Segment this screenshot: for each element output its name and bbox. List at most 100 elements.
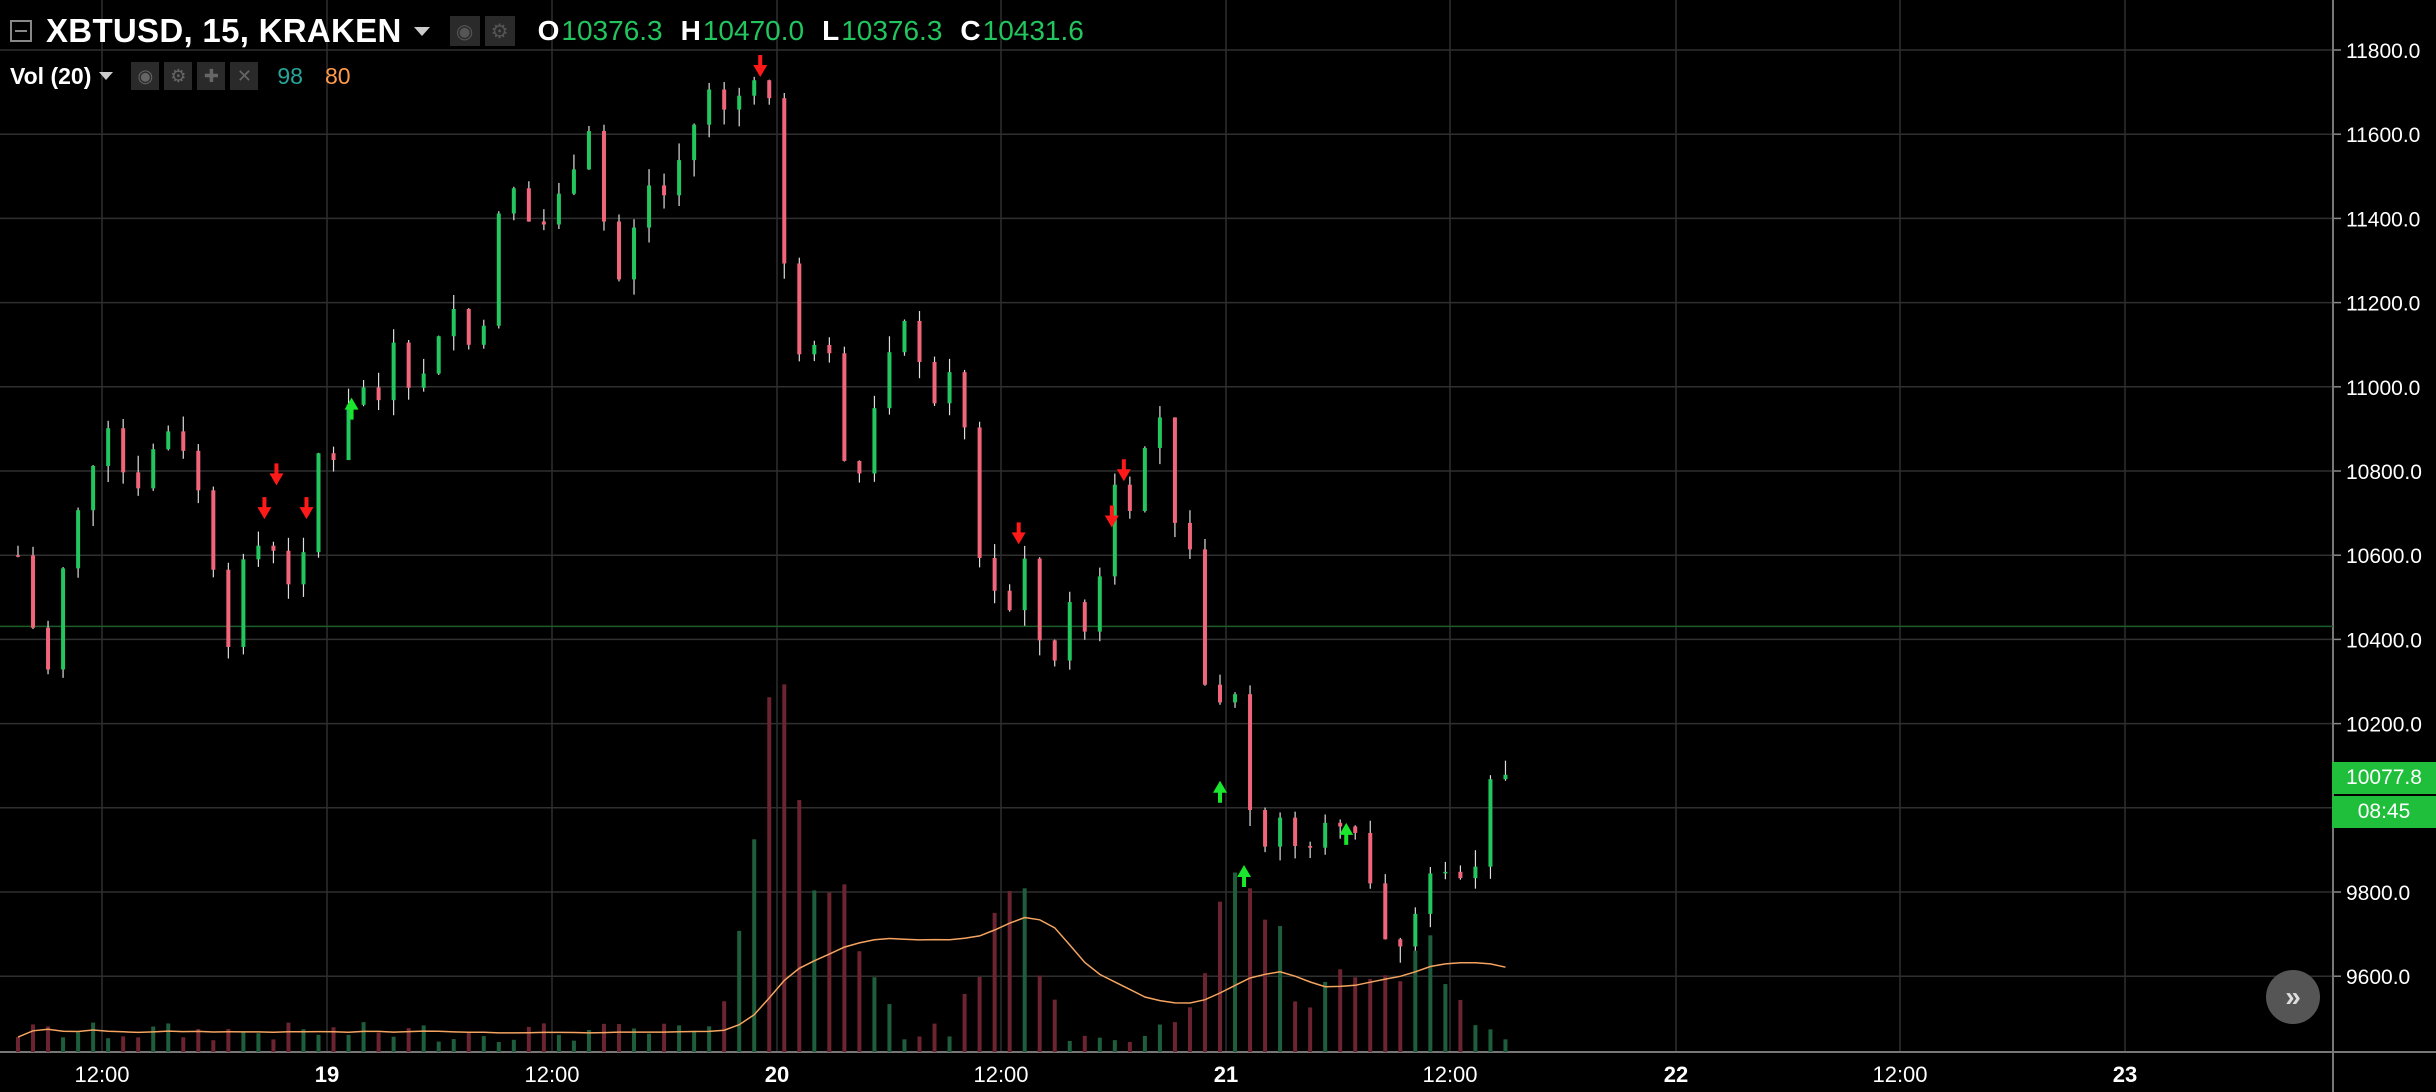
- volume-bar: [106, 1038, 111, 1052]
- y-tick-label: 11200.0: [2346, 293, 2420, 316]
- symbol-dropdown-icon[interactable]: [413, 26, 430, 36]
- gear-icon[interactable]: ⚙: [484, 16, 515, 46]
- volume-bar: [812, 890, 817, 1052]
- candle-body: [887, 352, 892, 409]
- y-tick-label: 11000.0: [2346, 377, 2420, 400]
- y-tick-label: 11400.0: [2346, 208, 2420, 231]
- candle-body: [1323, 822, 1328, 848]
- x-tick-label: 22: [1664, 1062, 1688, 1087]
- y-tick-label: 10800.0: [2346, 461, 2422, 484]
- x-tick-label: 12:00: [74, 1062, 129, 1087]
- volume-bar: [1052, 999, 1057, 1052]
- volume-bar: [917, 1036, 922, 1052]
- collapse-icon[interactable]: [10, 20, 32, 42]
- sell-signal-arrow: [269, 463, 284, 486]
- candle-body: [1443, 871, 1448, 874]
- candle-body: [647, 185, 652, 228]
- volume-bar: [301, 1029, 306, 1052]
- y-tick-label: 9600.0: [2346, 966, 2410, 989]
- volume-bar: [902, 1039, 907, 1052]
- x-tick-label: 23: [2113, 1062, 2137, 1087]
- candle-body: [451, 308, 456, 337]
- volume-bar: [1443, 984, 1448, 1052]
- volume-bar: [632, 1028, 637, 1052]
- candle-body: [286, 550, 291, 585]
- volume-bar: [617, 1024, 621, 1052]
- candle-body: [151, 449, 156, 489]
- volume-bar: [421, 1025, 426, 1052]
- candle-body: [1458, 871, 1463, 879]
- candle-body: [361, 387, 366, 405]
- candle-body: [1007, 590, 1012, 611]
- volume-bar: [1022, 888, 1027, 1052]
- candle-body: [1082, 602, 1087, 632]
- sell-signal-arrow: [299, 497, 314, 520]
- candle-body: [752, 80, 757, 96]
- eye-icon[interactable]: ◉: [131, 62, 160, 90]
- candle-body: [61, 568, 66, 670]
- volume-bar: [1112, 1040, 1117, 1052]
- volume-bar: [1218, 901, 1222, 1052]
- candle-body: [1368, 832, 1373, 884]
- candle-body: [1428, 873, 1433, 914]
- candle-body: [1413, 913, 1418, 947]
- eye-icon[interactable]: ◉: [449, 16, 480, 46]
- candle-body: [1067, 602, 1072, 661]
- candle-body: [76, 510, 81, 569]
- candle-body: [707, 89, 712, 125]
- x-tick-label: 12:00: [524, 1062, 579, 1087]
- candle-body: [196, 450, 201, 491]
- volume-ma-value: 80: [324, 62, 351, 89]
- volume-bar: [1428, 935, 1433, 1052]
- candle-body: [1172, 417, 1177, 523]
- candle-body: [617, 221, 621, 280]
- volume-bar: [76, 1032, 81, 1052]
- volume-bar: [647, 1033, 652, 1052]
- volume-bar: [857, 951, 862, 1052]
- last-price-tag: 10077.8: [2332, 762, 2436, 794]
- candle-body: [376, 387, 381, 401]
- candle-body: [511, 188, 516, 214]
- volume-bar: [1353, 977, 1358, 1052]
- gear-icon[interactable]: ⚙: [164, 62, 193, 90]
- volume-bar: [1142, 1035, 1147, 1052]
- candle-body: [301, 552, 306, 585]
- candle-body: [857, 460, 862, 474]
- x-tick-label: 19: [315, 1062, 339, 1087]
- volume-bar: [827, 892, 832, 1052]
- candle-body: [496, 213, 501, 326]
- y-tick-label: 9800.0: [2346, 882, 2410, 905]
- candle-body: [827, 344, 832, 354]
- chart-header: XBTUSD, 15, KRAKEN ◉ ⚙ O 10376.3 H 10470…: [0, 0, 1500, 90]
- volume-bar: [1488, 1029, 1493, 1052]
- candle-body: [1233, 694, 1238, 703]
- candle-body: [782, 98, 787, 264]
- candle-body: [662, 185, 667, 196]
- close-icon[interactable]: ✕: [230, 62, 259, 90]
- candle-body: [211, 490, 216, 570]
- candle-body: [1293, 817, 1298, 846]
- volume-bar: [1398, 981, 1403, 1052]
- volume-bar: [1248, 888, 1253, 1052]
- ohlc-low-value: 10376.3: [841, 15, 943, 46]
- candle-body: [1503, 774, 1508, 780]
- candle-body: [466, 308, 471, 345]
- candle-body: [556, 193, 561, 225]
- candle-body: [632, 227, 637, 280]
- scroll-to-realtime-button[interactable]: »: [2266, 970, 2320, 1024]
- indicator-label[interactable]: Vol (20): [10, 62, 92, 89]
- volume-bar: [466, 1032, 471, 1052]
- sell-signal-arrow: [1011, 522, 1026, 545]
- x-tick-label: 12:00: [1872, 1062, 1927, 1087]
- candle-body: [331, 453, 336, 461]
- candle-body: [767, 80, 772, 99]
- volume-bar: [677, 1025, 682, 1052]
- indicator-dropdown-icon[interactable]: [99, 72, 114, 80]
- volume-bar: [1503, 1039, 1508, 1052]
- plus-icon[interactable]: ✚: [197, 62, 226, 90]
- candle-body: [677, 160, 682, 196]
- volume-bar: [1293, 1001, 1298, 1052]
- volume-bar: [737, 930, 742, 1052]
- symbol-title[interactable]: XBTUSD, 15, KRAKEN: [46, 12, 402, 49]
